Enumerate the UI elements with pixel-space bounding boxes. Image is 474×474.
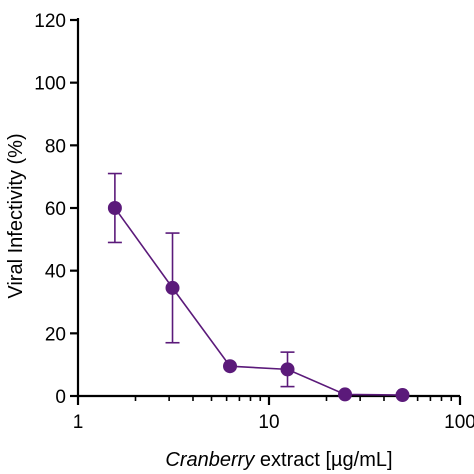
y-axis: 0 20 40 60 80 100 120 [34, 11, 80, 408]
x-axis-title: Cranberry extract [µg/mL] [165, 449, 392, 471]
x-axis-title-italic: Cranberry [165, 449, 255, 471]
y-tick-label: 40 [45, 262, 66, 283]
x-axis-title-rest: extract [µg/mL] [254, 449, 392, 471]
data-point [280, 362, 295, 377]
x-axis: 1 10 100 [73, 394, 474, 433]
y-axis-title: Viral Infectivity (%) [5, 133, 27, 298]
data-point [107, 201, 122, 215]
data-point [223, 359, 238, 374]
data-point [338, 387, 353, 402]
x-tick-label: 100 [444, 412, 474, 433]
y-tick-label: 120 [34, 11, 66, 32]
series-line [114, 207, 403, 396]
data-point [165, 280, 180, 295]
y-tick-label: 60 [45, 199, 66, 220]
y-tick-label: 20 [45, 324, 66, 345]
y-tick-label: 100 [34, 74, 66, 95]
plot-series [107, 172, 410, 403]
y-tick-label: 0 [55, 387, 66, 408]
x-tick-label: 1 [73, 412, 84, 433]
y-tick-label: 80 [45, 136, 66, 157]
data-point [395, 388, 410, 403]
x-tick-label: 10 [258, 412, 279, 433]
